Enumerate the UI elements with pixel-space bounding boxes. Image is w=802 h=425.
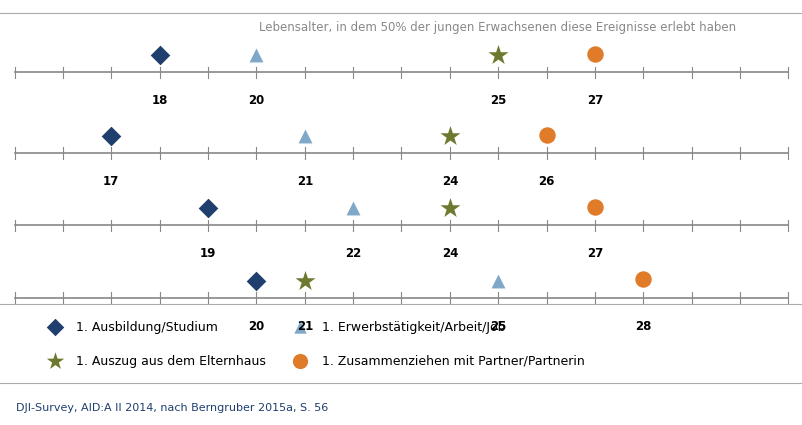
Point xyxy=(588,204,601,210)
Point xyxy=(443,205,456,212)
Text: 20: 20 xyxy=(248,320,264,333)
Point xyxy=(201,205,214,212)
Point xyxy=(249,277,262,284)
Text: 17: 17 xyxy=(103,175,119,188)
Text: 27: 27 xyxy=(586,247,602,261)
Point xyxy=(249,52,262,59)
Text: 1. Zusammenziehen mit Partner/Partnerin: 1. Zusammenziehen mit Partner/Partnerin xyxy=(322,354,584,368)
Text: 20: 20 xyxy=(248,94,264,108)
Point xyxy=(105,133,118,139)
Text: 25: 25 xyxy=(489,94,506,108)
Point xyxy=(540,131,553,138)
Text: DJI-Survey, AID:A II 2014, nach Berngruber 2015a, S. 56: DJI-Survey, AID:A II 2014, nach Berngrub… xyxy=(16,403,328,413)
Text: 22: 22 xyxy=(345,247,361,261)
Point xyxy=(48,358,61,365)
Text: 1. Erwerbstätigkeit/Arbeit/Job: 1. Erwerbstätigkeit/Arbeit/Job xyxy=(322,321,505,334)
Text: 24: 24 xyxy=(441,247,457,261)
Text: 19: 19 xyxy=(200,247,216,261)
Point xyxy=(636,276,649,283)
Text: 27: 27 xyxy=(586,94,602,108)
Text: 26: 26 xyxy=(538,175,554,188)
Point xyxy=(153,52,166,59)
Point xyxy=(294,358,306,365)
Text: 28: 28 xyxy=(634,320,650,333)
Point xyxy=(294,324,306,331)
Point xyxy=(346,205,359,212)
Text: 18: 18 xyxy=(152,94,168,108)
Point xyxy=(48,324,61,331)
Text: 21: 21 xyxy=(296,175,313,188)
Point xyxy=(588,51,601,57)
Text: 24: 24 xyxy=(441,175,457,188)
Point xyxy=(443,133,456,139)
Point xyxy=(491,52,504,59)
Text: 25: 25 xyxy=(489,320,506,333)
Text: 21: 21 xyxy=(296,320,313,333)
Point xyxy=(491,277,504,284)
Point xyxy=(298,133,311,139)
Point xyxy=(298,277,311,284)
Text: 1. Ausbildung/Studium: 1. Ausbildung/Studium xyxy=(76,321,218,334)
Text: 1. Auszug aus dem Elternhaus: 1. Auszug aus dem Elternhaus xyxy=(76,354,265,368)
Text: Lebensalter, in dem 50% der jungen Erwachsenen diese Ereignisse erlebt haben: Lebensalter, in dem 50% der jungen Erwac… xyxy=(259,21,735,34)
